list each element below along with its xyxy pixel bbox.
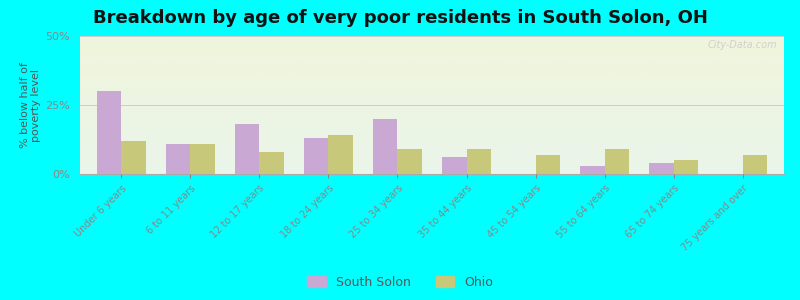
Bar: [742, 155, 766, 174]
Bar: [122, 141, 146, 174]
Bar: [259, 152, 284, 174]
Bar: [374, 119, 398, 174]
Bar: [535, 155, 560, 174]
Bar: [304, 138, 329, 174]
Bar: [674, 160, 698, 174]
Bar: [329, 135, 353, 174]
Y-axis label: % below half of
poverty level: % below half of poverty level: [20, 62, 42, 148]
Text: Breakdown by age of very poor residents in South Solon, OH: Breakdown by age of very poor residents …: [93, 9, 707, 27]
Text: City-Data.com: City-Data.com: [707, 40, 777, 50]
Bar: [398, 149, 422, 174]
Legend: South Solon, Ohio: South Solon, Ohio: [302, 271, 498, 294]
Bar: [605, 149, 629, 174]
Bar: [190, 144, 214, 174]
Bar: [442, 158, 466, 174]
Bar: [235, 124, 259, 174]
Bar: [580, 166, 605, 174]
Bar: [466, 149, 490, 174]
Bar: [98, 91, 122, 174]
Bar: [650, 163, 674, 174]
Bar: [166, 144, 190, 174]
